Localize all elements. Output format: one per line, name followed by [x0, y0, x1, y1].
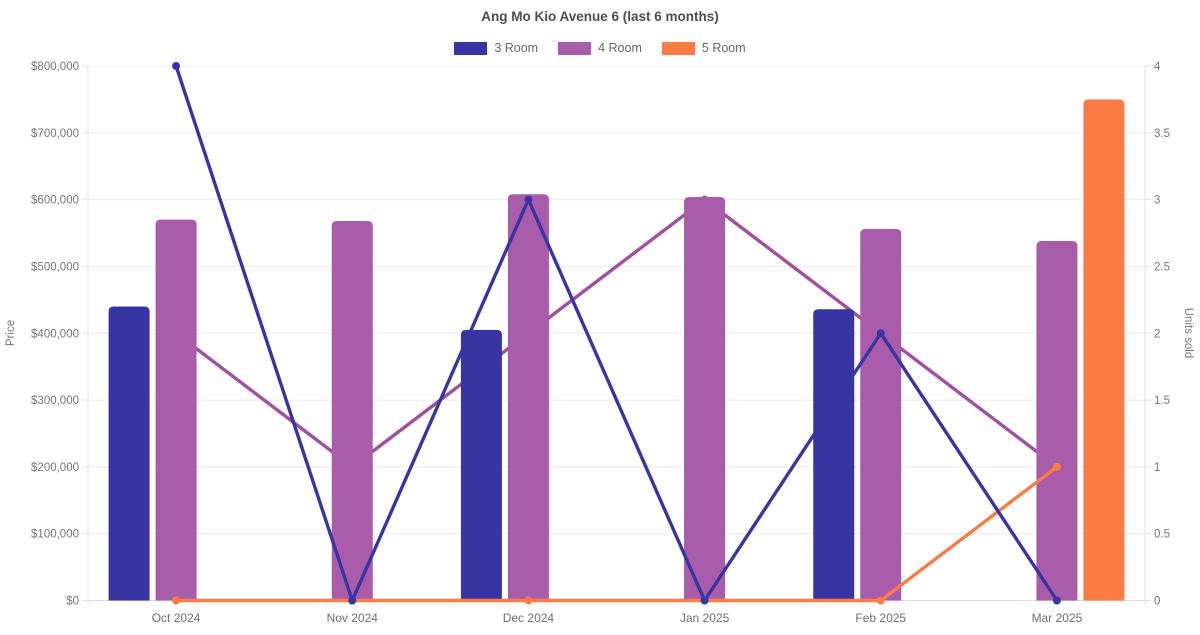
point-5-room-dec-2024	[524, 596, 533, 605]
left-axis-tick-label: $200,000	[31, 462, 79, 474]
legend-swatch-4-room	[558, 41, 592, 55]
right-axis-tick-label: 2.5	[1154, 261, 1170, 273]
left-axis-tick-label: $300,000	[31, 395, 79, 407]
left-axis-tick-label: $0	[66, 596, 79, 608]
right-axis-tick-label: 3	[1154, 195, 1160, 207]
point-3-room-dec-2024	[524, 195, 533, 204]
right-axis-tick-label: 1	[1154, 462, 1160, 474]
bar-4-room-mar-2025	[1036, 241, 1078, 601]
point-3-room-mar-2025	[1052, 596, 1061, 605]
left-axis-tick-label: $100,000	[31, 529, 79, 541]
legend-swatch-5-room	[661, 41, 695, 55]
left-axis-tick-label: $600,000	[31, 195, 79, 207]
point-3-room-oct-2024	[172, 62, 181, 70]
right-axis-tick-label: 0.5	[1154, 529, 1170, 541]
point-3-room-nov-2024	[348, 596, 357, 605]
right-axis-tick-label: 3.5	[1154, 128, 1170, 140]
right-axis-tick-label: 0	[1154, 596, 1160, 608]
x-axis-label-jan-2025: Jan 2025	[680, 611, 730, 625]
right-axis-tick-label: 4	[1154, 61, 1161, 73]
bar-4-room-feb-2025	[860, 229, 902, 601]
bar-3-room-feb-2025	[813, 309, 855, 601]
x-axis-label-oct-2024: Oct 2024	[152, 611, 201, 625]
left-axis-tick-label: $500,000	[31, 261, 79, 273]
bar-4-room-jan-2025	[684, 196, 726, 601]
line-5-room	[174, 465, 1059, 603]
legend-label-4-room: 4 Room	[598, 41, 642, 55]
legend-label-3-room: 3 Room	[494, 41, 539, 55]
bar-4-room-dec-2024	[507, 194, 549, 601]
x-axis-label-nov-2024: Nov 2024	[327, 611, 379, 625]
chart-title: Ang Mo Kio Avenue 6 (last 6 months)	[481, 9, 719, 24]
line-3-room	[174, 64, 1059, 603]
point-3-room-feb-2025	[876, 329, 885, 338]
bar-5-room-mar-2025	[1083, 99, 1125, 601]
right-axis-tick-label: 1.5	[1154, 395, 1170, 407]
legend-item-3-room[interactable]: 3 Room	[454, 41, 538, 55]
legend-swatch-3-room	[454, 41, 488, 55]
right-axis-tick-label: 2	[1154, 328, 1160, 340]
point-5-room-oct-2024	[172, 596, 181, 605]
bar-4-room-oct-2024	[155, 219, 197, 601]
x-axis-label-dec-2024: Dec 2024	[503, 611, 555, 625]
chart-legend: 3 Room 4 Room 5 Room	[0, 41, 1200, 55]
point-5-room-mar-2025	[1052, 462, 1061, 471]
line-4-room	[174, 197, 1059, 469]
point-3-room-jan-2025	[700, 596, 709, 605]
x-axis-label-feb-2025: Feb 2025	[855, 611, 906, 625]
left-axis-tick-label: $800,000	[31, 61, 79, 73]
legend-label-5-room: 5 Room	[701, 41, 746, 55]
units-axis-title: Units sold	[1182, 307, 1194, 359]
x-axis-label-mar-2025: Mar 2025	[1032, 611, 1083, 625]
point-5-room-feb-2025	[876, 596, 885, 605]
bar-3-room-dec-2024	[460, 329, 502, 601]
bar-3-room-oct-2024	[108, 306, 150, 601]
left-axis-tick-label: $700,000	[31, 128, 79, 140]
bar-4-room-nov-2024	[331, 221, 373, 601]
legend-item-5-room[interactable]: 5 Room	[661, 41, 746, 55]
legend-item-4-room[interactable]: 4 Room	[558, 41, 642, 55]
left-axis-tick-label: $400,000	[31, 328, 79, 340]
price-axis-title: Price	[5, 319, 17, 347]
